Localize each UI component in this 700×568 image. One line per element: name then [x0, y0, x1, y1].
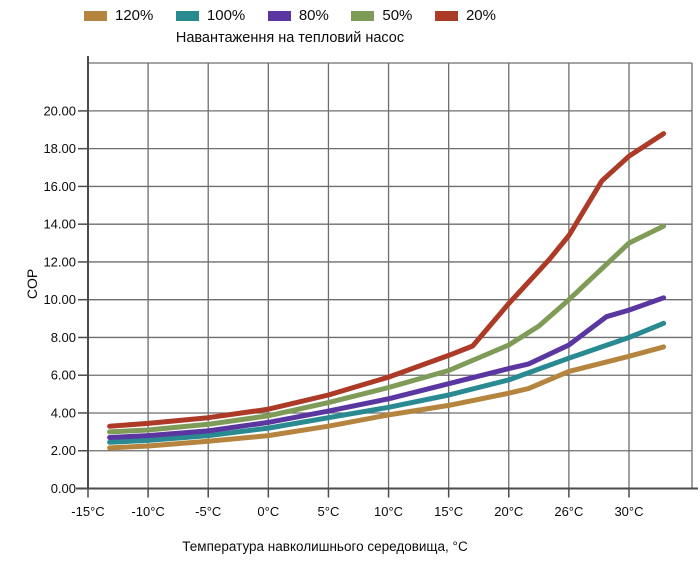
series-line-100%: [107, 320, 667, 445]
legend-swatch: [434, 10, 458, 21]
x-tick-label: 20°C: [494, 504, 523, 519]
x-tick-labels: -15°C -10°C -5°C 0°C 5°C 10°C 15°C 20°C 26°C 30°C: [71, 504, 643, 519]
x-tick-label: -10°C: [131, 504, 164, 519]
x-axis-title: Температура навколишнього середовища, °C: [182, 539, 468, 554]
y-tick-label: 2.00: [51, 443, 76, 458]
x-tick-label: 26°C: [554, 504, 583, 519]
chart-title: Навантаження на тепловий насос: [175, 30, 405, 46]
legend-item-100%: 100%: [175, 7, 246, 24]
chart-legend: 120% 100% 80% 50% 20%: [84, 7, 496, 24]
legend-label: 100%: [206, 7, 246, 24]
legend-item-80%: 80%: [267, 7, 329, 24]
legend-label: 50%: [382, 7, 413, 24]
y-tick-label: 0.00: [51, 481, 76, 496]
series-lines: [107, 131, 667, 451]
legend-swatch: [84, 10, 107, 21]
series-line-50%: [107, 223, 667, 435]
y-tick-label: 14.00: [43, 217, 76, 232]
x-tick-label: 0°C: [257, 504, 279, 519]
legend-swatch: [267, 10, 291, 21]
series-line-80%: [107, 295, 667, 440]
y-tick-label: 8.00: [51, 330, 76, 345]
axes: [76, 56, 698, 490]
y-tick-labels: 0.00 2.00 4.00 6.00 8.00 10.00 12.00 14.00 16.00…: [43, 103, 76, 496]
legend-label: 120%: [115, 7, 154, 24]
legend-item-20%: 20%: [434, 7, 496, 24]
y-tick-label: 16.00: [43, 179, 76, 194]
legend-item-120%: 120%: [84, 7, 153, 24]
series-line-120%: [107, 344, 667, 451]
y-tick-label: 12.00: [43, 254, 76, 269]
legend-swatch: [351, 10, 375, 21]
legend-label: 80%: [298, 7, 329, 24]
legend-swatch: [175, 10, 199, 21]
series-line-20%: [107, 131, 667, 429]
x-tick-label: 10°C: [374, 504, 403, 519]
legend-label: 20%: [465, 7, 496, 24]
y-tick-label: 10.00: [43, 292, 76, 307]
x-tick-label: 15°C: [434, 504, 463, 519]
y-tick-label: 20.00: [43, 103, 76, 118]
y-tick-label: 18.00: [43, 141, 76, 156]
x-tick-label: -15°C: [71, 504, 104, 519]
legend-item-50%: 50%: [351, 7, 412, 24]
x-tick-label: 30°C: [614, 504, 643, 519]
y-tick-label: 4.00: [51, 405, 76, 420]
y-tick-label: 6.00: [51, 368, 76, 383]
x-tick-label: 5°C: [318, 504, 340, 519]
x-tick-label: -5°C: [195, 504, 221, 519]
